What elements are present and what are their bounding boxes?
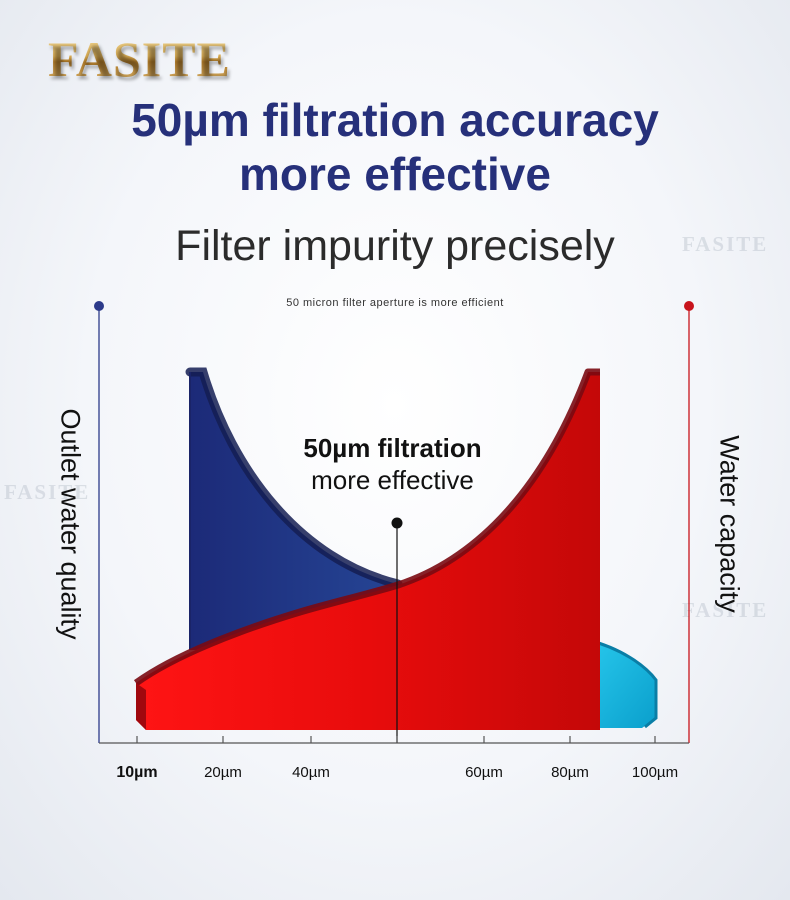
brand-logo: FASITE [48,31,231,87]
annotation-title: 50µm filtration [303,433,482,463]
right-axis-dot [684,301,694,311]
outlet-quality-curve [185,367,403,589]
watermark: FASITE [4,480,91,504]
x-axis-tick-label: 100µm [632,764,678,781]
left-axis-dot [94,301,104,311]
chart-tagline: 50 micron filter aperture is more effici… [286,297,504,309]
water-capacity-side [136,683,146,730]
x-axis-tick-label: 10µm [116,764,157,781]
x-axis-tick-label: 80µm [551,764,589,781]
x-axis-tick-label: 20µm [204,764,242,781]
subheadline: Filter impurity precisely [175,222,615,270]
water-capacity-edge [133,368,600,686]
x-axis-tick-label: 60µm [465,764,503,781]
water-base-back [588,640,656,728]
headline-line-2: more effective [239,148,551,200]
annotation-subtitle: more effective [311,465,474,495]
water-base-back-edge [587,638,658,729]
headline-line-1: 50µm filtration accuracy [131,94,659,146]
watermark: FASITE [682,232,769,256]
outlet-quality-area [190,372,600,650]
left-axis-label: Outlet water quality [55,408,86,640]
x-axis-tick-label: 40µm [292,764,330,781]
annotation-dot [391,517,403,529]
water-capacity-area [136,372,600,730]
right-axis-label: Water capacity [714,435,745,613]
watermark: FASITE [682,598,769,622]
